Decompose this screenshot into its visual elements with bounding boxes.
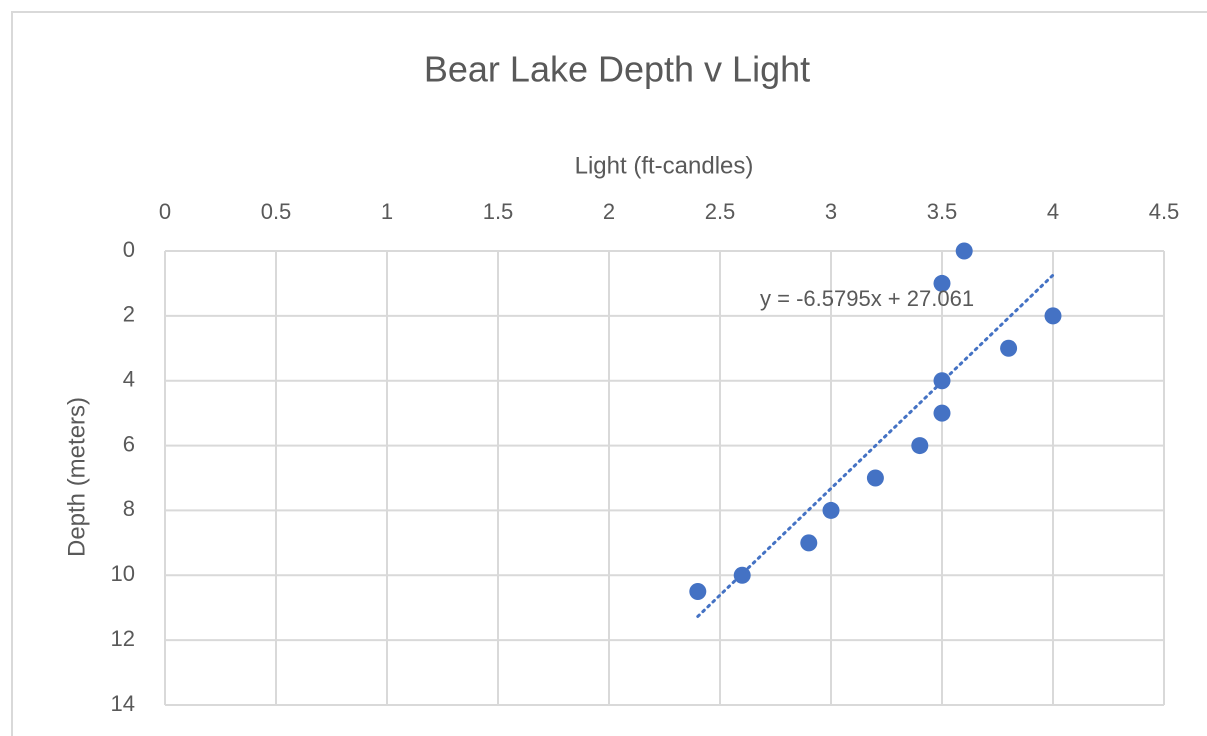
y-tick-label: 2 (123, 302, 135, 327)
x-axis-label: Light (ft-candles) (575, 152, 754, 179)
data-point (1044, 307, 1062, 325)
x-tick-label: 4.5 (1149, 199, 1180, 224)
data-point (933, 404, 951, 422)
x-tick-label: 3 (825, 199, 837, 224)
x-tick-label: 2 (603, 199, 615, 224)
data-point (866, 469, 884, 487)
x-tick-label: 1.5 (483, 199, 514, 224)
y-tick-label: 10 (111, 561, 135, 586)
y-tick-label: 14 (111, 691, 135, 716)
chart-title: Bear Lake Depth v Light (424, 49, 810, 90)
y-tick-label: 0 (123, 237, 135, 262)
x-tick-label: 0 (159, 199, 171, 224)
data-point (689, 583, 707, 600)
data-point (1000, 339, 1018, 357)
x-tick-label: 2.5 (705, 199, 736, 224)
data-point (822, 501, 840, 519)
trendline-label: y = -6.5795x + 27.061 (760, 286, 974, 311)
y-tick-label: 4 (123, 367, 135, 392)
x-tick-label: 4 (1047, 199, 1059, 224)
x-tick-label: 0.5 (261, 199, 292, 224)
data-point (911, 437, 929, 455)
y-axis-label: Depth (meters) (63, 397, 90, 557)
y-tick-label: 6 (123, 431, 135, 456)
y-tick-label: 12 (111, 626, 135, 651)
data-point (955, 242, 973, 260)
data-point (800, 534, 818, 552)
trendline (696, 273, 1055, 618)
data-point (733, 566, 751, 584)
data-point (933, 274, 951, 292)
x-tick-label: 1 (381, 199, 393, 224)
y-tick-label: 8 (123, 496, 135, 521)
x-tick-label: 3.5 (927, 199, 958, 224)
